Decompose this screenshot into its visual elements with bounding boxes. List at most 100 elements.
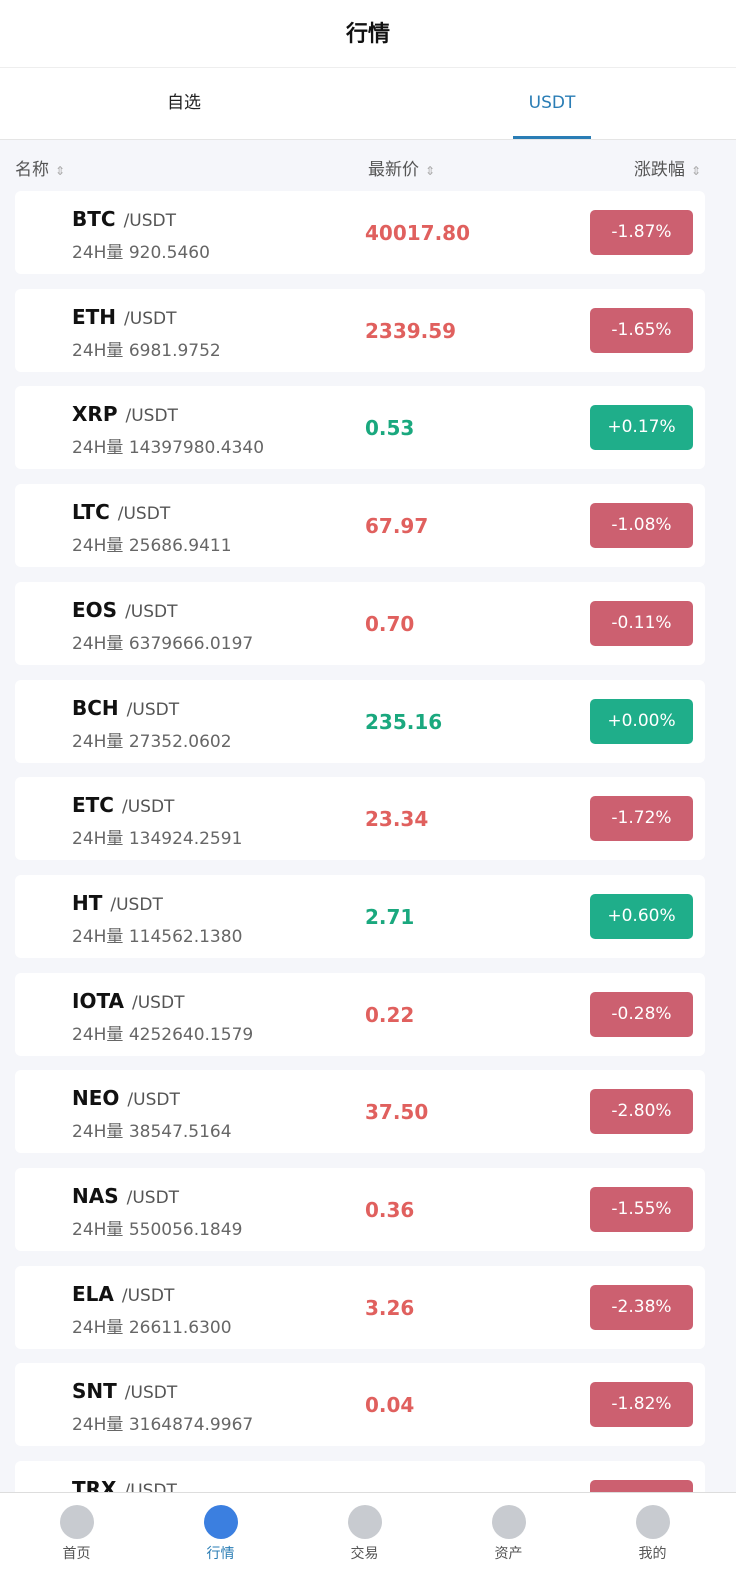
market-row[interactable]: BCH/USDT 24H量 27352.0602 235.16 +0.00% [15, 679, 705, 763]
nav-label: 资产 [494, 1546, 523, 1562]
market-row[interactable]: XRP/USDT 24H量 14397980.4340 0.53 +0.17% [15, 386, 705, 470]
market-row[interactable]: SNT/USDT 24H量 3164874.9967 0.04 -1.82% [15, 1363, 705, 1447]
quote-currency: /USDT [126, 1188, 180, 1208]
tab[interactable]: USDT [368, 68, 736, 139]
tab-bar: 自选 USDT [0, 68, 736, 140]
market-row[interactable]: EOS/USDT 24H量 6379666.0197 0.70 -0.11% [15, 581, 705, 665]
nav-item[interactable]: 我的 [579, 1493, 726, 1573]
quote-currency: /USDT [121, 797, 175, 818]
symbol: BCH/USDT [72, 696, 179, 720]
symbol: EOS/USDT [72, 598, 178, 622]
tab[interactable]: 自选 [167, 93, 201, 113]
quote-currency: /USDT [121, 1285, 175, 1306]
market-row[interactable]: ELA/USDT 24H量 26611.6300 3.26 -2.38% [15, 1265, 705, 1349]
quote-currency: /USDT [127, 1090, 180, 1111]
quote-currency: /USDT [125, 601, 178, 622]
price: 37.50 [365, 1100, 429, 1125]
symbol-name: IOTA [72, 988, 125, 1013]
symbol-name: ETH [72, 304, 117, 329]
sort-header[interactable]: 名称 [15, 155, 65, 180]
volume: 24H量 14397980.4340 [72, 438, 265, 459]
change-badge: -1.72% [590, 796, 693, 842]
volume: 24H量 4252640.1579 [72, 1024, 254, 1045]
nav-icon [347, 1505, 382, 1539]
volume: 24H量 26611.6300 [72, 1317, 232, 1338]
volume: 24H量 920.5460 [72, 243, 210, 263]
bottom-nav: 首页 行情 交易 资产 我的 [0, 1492, 736, 1594]
nav-item[interactable]: 交易 [291, 1493, 438, 1573]
symbol: BTC/USDT [72, 207, 176, 231]
volume: 24H量 114562.1380 [72, 926, 243, 947]
symbol-name: ELA [72, 1281, 114, 1306]
market-row[interactable]: BTC/USDT 24H量 920.5460 40017.80 -1.87% [15, 191, 705, 274]
nav-label: 交易 [350, 1546, 379, 1562]
symbol: IOTA/USDT [72, 989, 184, 1013]
price: 40017.80 [365, 221, 471, 245]
sort-header[interactable]: 涨跌幅 [634, 155, 701, 180]
market-row[interactable]: LTC/USDT 24H量 25686.9411 67.97 -1.08% [15, 484, 705, 568]
price: 0.36 [365, 1198, 415, 1222]
change-badge: -1.87% [590, 210, 693, 255]
quote-currency: /USDT [124, 308, 177, 329]
price: 0.04 [365, 1393, 415, 1418]
price: 2339.59 [365, 318, 457, 343]
volume: 24H量 6379666.0197 [72, 633, 254, 654]
symbol-name: EOS [72, 597, 118, 622]
volume: 24H量 550056.1849 [72, 1220, 243, 1240]
volume: 24H量 27352.0602 [72, 731, 232, 752]
volume: 24H量 134924.2591 [72, 829, 243, 850]
price: 0.70 [365, 611, 415, 636]
change-badge: -0.11% [590, 600, 693, 646]
symbol-name: LTC [72, 500, 110, 525]
change-badge: -2.38% [590, 1284, 693, 1330]
symbol: HT/USDT [72, 891, 163, 915]
market-row[interactable]: ETC/USDT 24H量 134924.2591 23.34 -1.72% [15, 777, 705, 861]
symbol: LTC/USDT [72, 500, 170, 524]
market-row[interactable]: ETH/USDT 24H量 6981.9752 2339.59 -1.65% [15, 288, 705, 372]
nav-icon [59, 1505, 94, 1539]
symbol: NEO/USDT [72, 1086, 180, 1110]
symbol-name: NAS [72, 1184, 119, 1208]
nav-label: 首页 [62, 1546, 91, 1562]
symbol: SNT/USDT [72, 1379, 177, 1403]
price: 235.16 [365, 709, 443, 734]
nav-icon [491, 1505, 526, 1539]
symbol-name: XRP [72, 402, 118, 427]
price: 0.22 [365, 1002, 415, 1027]
nav-item[interactable]: 行情 [147, 1493, 294, 1573]
change-badge: -1.55% [590, 1187, 693, 1232]
header-title: 行情 [0, 0, 736, 68]
market-row[interactable]: IOTA/USDT 24H量 4252640.1579 0.22 -0.28% [15, 972, 705, 1056]
price: 0.53 [365, 416, 415, 441]
symbol-name: BCH [72, 695, 119, 720]
change-badge: -2.80% [590, 1089, 693, 1135]
change-badge: +0.00% [590, 698, 693, 744]
price: 3.26 [365, 1295, 415, 1320]
price: 67.97 [365, 514, 429, 539]
change-badge: -0.28% [590, 991, 693, 1037]
symbol-name: ETC [72, 793, 114, 818]
quote-currency: /USDT [125, 406, 178, 427]
nav-icon [635, 1505, 670, 1539]
market-row[interactable]: NEO/USDT 24H量 38547.5164 37.50 -2.80% [15, 1070, 705, 1154]
price: 23.34 [365, 807, 429, 832]
nav-item[interactable]: 首页 [3, 1493, 150, 1573]
change-badge: +0.17% [590, 405, 693, 451]
sort-header[interactable]: 最新价 [368, 155, 435, 180]
change-badge: +0.60% [590, 893, 693, 939]
change-badge: -1.82% [590, 1382, 693, 1428]
quote-currency: /USDT [132, 992, 185, 1013]
market-row[interactable]: HT/USDT 24H量 114562.1380 2.71 +0.60% [15, 874, 705, 958]
change-badge: -1.65% [590, 307, 693, 353]
symbol-name: HT [72, 890, 103, 915]
nav-icon [203, 1505, 238, 1539]
symbol: XRP/USDT [72, 402, 178, 426]
market-row[interactable]: NAS/USDT 24H量 550056.1849 0.36 -1.55% [15, 1168, 705, 1251]
quote-currency: /USDT [117, 504, 171, 525]
quote-currency: /USDT [110, 894, 163, 915]
price: 2.71 [365, 904, 415, 929]
symbol-name: NEO [72, 1086, 120, 1111]
nav-item[interactable]: 资产 [435, 1493, 582, 1573]
volume: 24H量 25686.9411 [72, 536, 232, 557]
